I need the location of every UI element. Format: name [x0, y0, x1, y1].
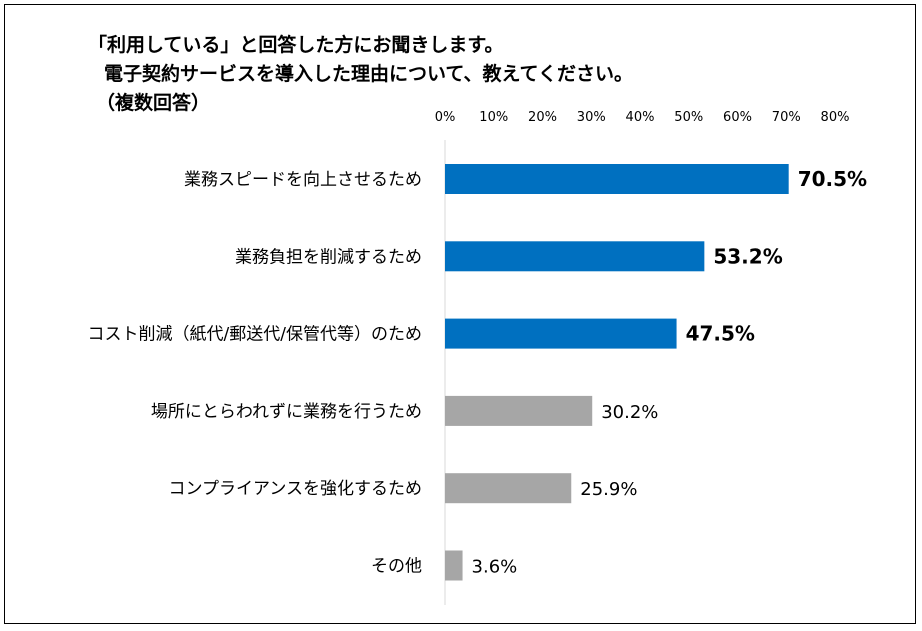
x-tick-label: 60%	[723, 110, 752, 125]
x-tick-label: 20%	[528, 110, 557, 125]
data-label: 3.6%	[472, 557, 518, 578]
data-label: 25.9%	[580, 479, 637, 500]
category-label: コスト削減（紙代/郵送代/保管代等）のため	[88, 325, 422, 345]
category-label: 業務スピードを向上させるため	[184, 170, 422, 190]
bar	[445, 550, 463, 581]
x-tick-label: 30%	[577, 110, 606, 125]
bar	[445, 164, 789, 194]
x-tick-label: 80%	[821, 110, 850, 125]
x-tick-label: 10%	[479, 110, 508, 125]
category-label: その他	[371, 557, 422, 577]
chart-title-line-2: 電子契約サービスを導入した理由について、教えてください。	[104, 63, 633, 85]
x-tick-label: 70%	[772, 110, 801, 125]
data-label: 47.5%	[686, 322, 755, 346]
category-label: 業務負担を削減するため	[235, 247, 422, 267]
category-label: 場所にとらわれずに業務を行うため	[151, 402, 422, 422]
x-tick-label: 50%	[674, 110, 703, 125]
data-label: 30.2%	[601, 402, 658, 423]
bar	[445, 318, 677, 349]
category-label: コンプライアンスを強化するため	[169, 479, 422, 499]
data-label: 53.2%	[713, 244, 782, 268]
bar	[445, 395, 593, 426]
x-tick-label: 40%	[626, 110, 655, 125]
chart-frame	[4, 4, 916, 624]
data-label: 70.5%	[798, 167, 867, 191]
chart-title-line-3: （複数回答）	[96, 92, 211, 114]
chart-title-line-1: 「利用している」と回答した方にお聞きします。	[88, 34, 504, 56]
bar	[445, 473, 572, 504]
bar	[445, 241, 705, 272]
x-tick-label: 0%	[435, 110, 456, 125]
